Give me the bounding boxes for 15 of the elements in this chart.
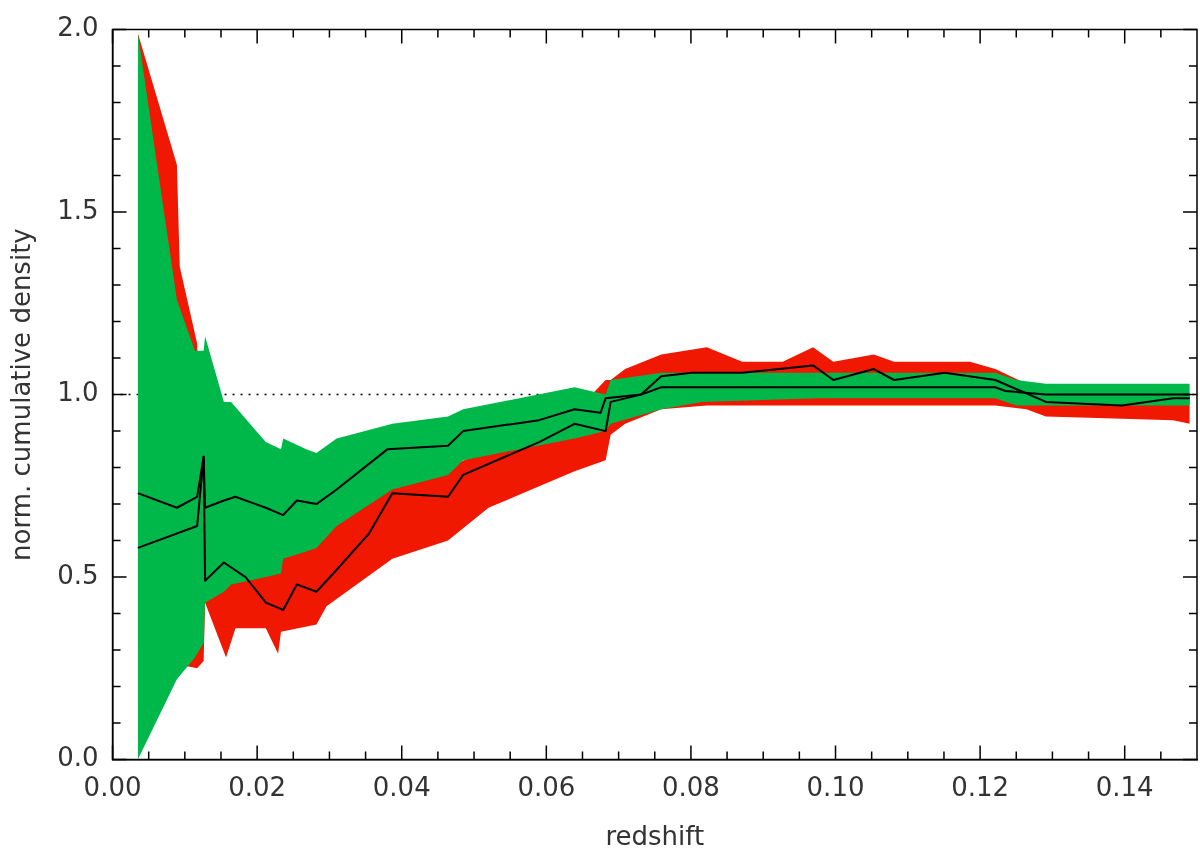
x-tick-label: 0.14 — [1095, 771, 1154, 802]
x-tick-label: 0.00 — [83, 771, 142, 802]
x-tick-label: 0.06 — [517, 771, 576, 802]
x-tick-label: 0.08 — [661, 771, 720, 802]
x-tick-label: 0.12 — [951, 771, 1010, 802]
x-tick-label: 0.02 — [228, 771, 287, 802]
x-axis-title: redshift — [605, 821, 705, 852]
y-axis-title: norm. cumulative density — [6, 228, 37, 561]
y-tick-label: 1.0 — [57, 377, 99, 408]
x-tick-label: 0.04 — [372, 771, 431, 802]
y-tick-label: 0.0 — [57, 742, 99, 773]
x-tick-label: 0.10 — [806, 771, 865, 802]
y-tick-label: 2.0 — [57, 12, 99, 43]
y-tick-label: 0.5 — [57, 559, 99, 590]
y-tick-label: 1.5 — [57, 194, 99, 225]
